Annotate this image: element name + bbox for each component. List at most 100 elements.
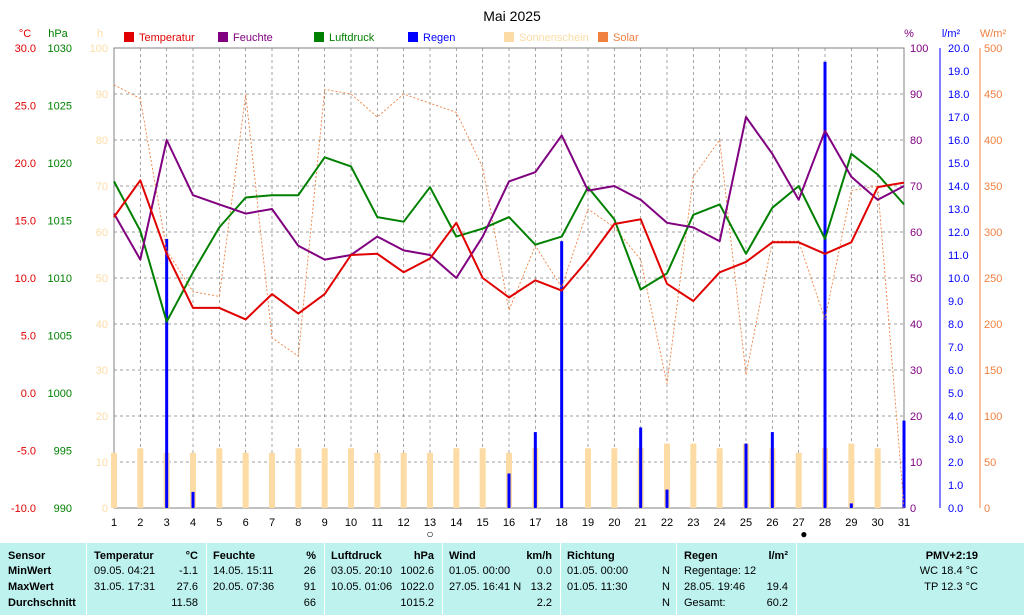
rain-tick-label: 0.0 xyxy=(948,503,963,515)
stats-temperature-max: 27.6 xyxy=(176,581,198,593)
solar-tick-label: 450 xyxy=(984,89,1002,101)
stats-pressure-max: 1022.0 xyxy=(400,581,434,593)
rain-bar xyxy=(902,420,906,508)
rain-bar xyxy=(507,473,511,508)
x-tick-label: 15 xyxy=(477,517,489,529)
stats-rain-max: 19.4 xyxy=(766,581,788,593)
x-tick-label: 14 xyxy=(450,517,462,529)
sunshine-bar xyxy=(374,452,381,508)
x-tick-label: 11 xyxy=(372,517,383,529)
legend-swatch xyxy=(598,32,608,42)
humidity-unit: % xyxy=(904,28,914,40)
rain-tick-label: 6.0 xyxy=(948,365,963,377)
sun-tick-label: 20 xyxy=(96,411,108,423)
sunshine-bar xyxy=(716,448,723,508)
temp-tick-label: -5.0 xyxy=(17,446,36,458)
rain-unit: l/m² xyxy=(942,28,961,40)
stats-pressure-avg: 1015.2 xyxy=(400,597,434,609)
pressure-tick-label: 990 xyxy=(54,503,72,515)
pressure-tick-label: 1030 xyxy=(48,43,72,55)
sunshine-bar xyxy=(611,448,618,508)
humidity-tick-label: 20 xyxy=(910,411,922,423)
stats-temperature-unit: °C xyxy=(185,550,198,562)
stats-humidity-max: 91 xyxy=(303,581,316,593)
legend-swatch xyxy=(218,32,228,42)
sunshine-bar xyxy=(690,443,697,508)
stats-windchill: WC 18.4 °C xyxy=(919,565,978,577)
rain-tick-label: 16.0 xyxy=(948,135,969,147)
sun-tick-label: 100 xyxy=(90,43,108,55)
rain-bar xyxy=(823,61,827,509)
rain-tick-label: 11.0 xyxy=(948,250,969,262)
stats-dewpoint: TP 12.3 °C xyxy=(924,581,978,593)
stats-humidity-min: 26 xyxy=(303,565,316,577)
rain-tick-label: 1.0 xyxy=(948,480,963,492)
stats-humidity-max-time: 20.05. 07:36 xyxy=(213,581,275,593)
temp-tick-label: 10.0 xyxy=(15,273,36,285)
solar-tick-label: 150 xyxy=(984,365,1002,377)
stats-pressure-header: Luftdruck xyxy=(331,550,382,562)
legend-label: Regen xyxy=(423,32,455,44)
temp-tick-label: -10.0 xyxy=(11,503,36,515)
x-tick-label: 23 xyxy=(687,517,699,529)
stats-wind-unit: km/h xyxy=(526,550,552,562)
solar-tick-label: 200 xyxy=(984,319,1002,331)
stats-wind-max: 13.2 xyxy=(530,581,552,593)
sunshine-bar xyxy=(400,452,407,508)
sunshine-bar xyxy=(111,452,117,508)
sun-tick-label: 10 xyxy=(96,457,108,469)
sun-tick-label: 80 xyxy=(96,135,108,147)
stats-temperature-min-time: 09.05. 04:21 xyxy=(94,565,156,577)
pressure-tick-label: 1020 xyxy=(48,158,72,170)
x-tick-label: 10 xyxy=(345,517,357,529)
sunshine-bar xyxy=(137,448,144,508)
x-tick-label: 13 xyxy=(424,517,436,529)
solar-tick-label: 400 xyxy=(984,135,1002,147)
sun-tick-label: 0 xyxy=(102,503,108,515)
solar-tick-label: 250 xyxy=(984,273,1002,285)
x-tick-label: 12 xyxy=(398,517,410,529)
series-lines xyxy=(113,84,905,509)
stats-temperature-avg: 11.58 xyxy=(171,597,198,609)
humidity-tick-label: 30 xyxy=(910,365,922,377)
rain-tick-label: 12.0 xyxy=(948,227,969,239)
stats-humidity-avg: 66 xyxy=(303,597,316,609)
x-tick-label: 9 xyxy=(322,517,328,529)
sunshine-bar xyxy=(216,448,223,508)
humidity-tick-label: 70 xyxy=(910,181,922,193)
humidity-line xyxy=(113,116,905,279)
rain-tick-label: 15.0 xyxy=(948,158,969,170)
sunshine-bar xyxy=(321,448,328,508)
humidity-tick-label: 40 xyxy=(910,319,922,331)
temp-tick-label: 20.0 xyxy=(15,158,36,170)
rain-tick-label: 8.0 xyxy=(948,319,963,331)
rain-tick-label: 10.0 xyxy=(948,273,969,285)
rain-tick-label: 14.0 xyxy=(948,181,969,193)
x-tick-label: 7 xyxy=(269,517,275,529)
sun-tick-label: 60 xyxy=(96,227,108,239)
x-tick-label: 30 xyxy=(872,517,884,529)
rain-tick-label: 5.0 xyxy=(948,388,963,400)
solar-tick-label: 500 xyxy=(984,43,1002,55)
humidity-tick-label: 60 xyxy=(910,227,922,239)
temp-tick-label: 0.0 xyxy=(21,388,36,400)
x-tick-label: 31 xyxy=(898,517,910,529)
solar-unit: W/m² xyxy=(980,28,1007,40)
x-tick-label: 2 xyxy=(137,517,143,529)
rain-tick-label: 20.0 xyxy=(948,43,969,55)
solar-tick-label: 350 xyxy=(984,181,1002,193)
humidity-tick-label: 80 xyxy=(910,135,922,147)
pressure-tick-label: 1000 xyxy=(48,388,72,400)
pressure-tick-label: 1010 xyxy=(48,273,72,285)
stats-direction-min: N xyxy=(662,565,670,577)
stats-rain-max-time: 28.05. 19:46 xyxy=(684,581,746,593)
x-tick-label: 5 xyxy=(216,517,222,529)
rain-tick-label: 3.0 xyxy=(948,434,963,446)
sun-unit: h xyxy=(97,28,103,40)
stats-rain-header: Regen xyxy=(684,550,718,562)
x-tick-label: 1 xyxy=(111,517,117,529)
stats-pmv: PMV+2:19 xyxy=(925,550,978,562)
x-tick-label: 16 xyxy=(503,517,515,529)
rain-bar xyxy=(191,491,195,508)
stats-direction-avg: N xyxy=(662,597,670,609)
